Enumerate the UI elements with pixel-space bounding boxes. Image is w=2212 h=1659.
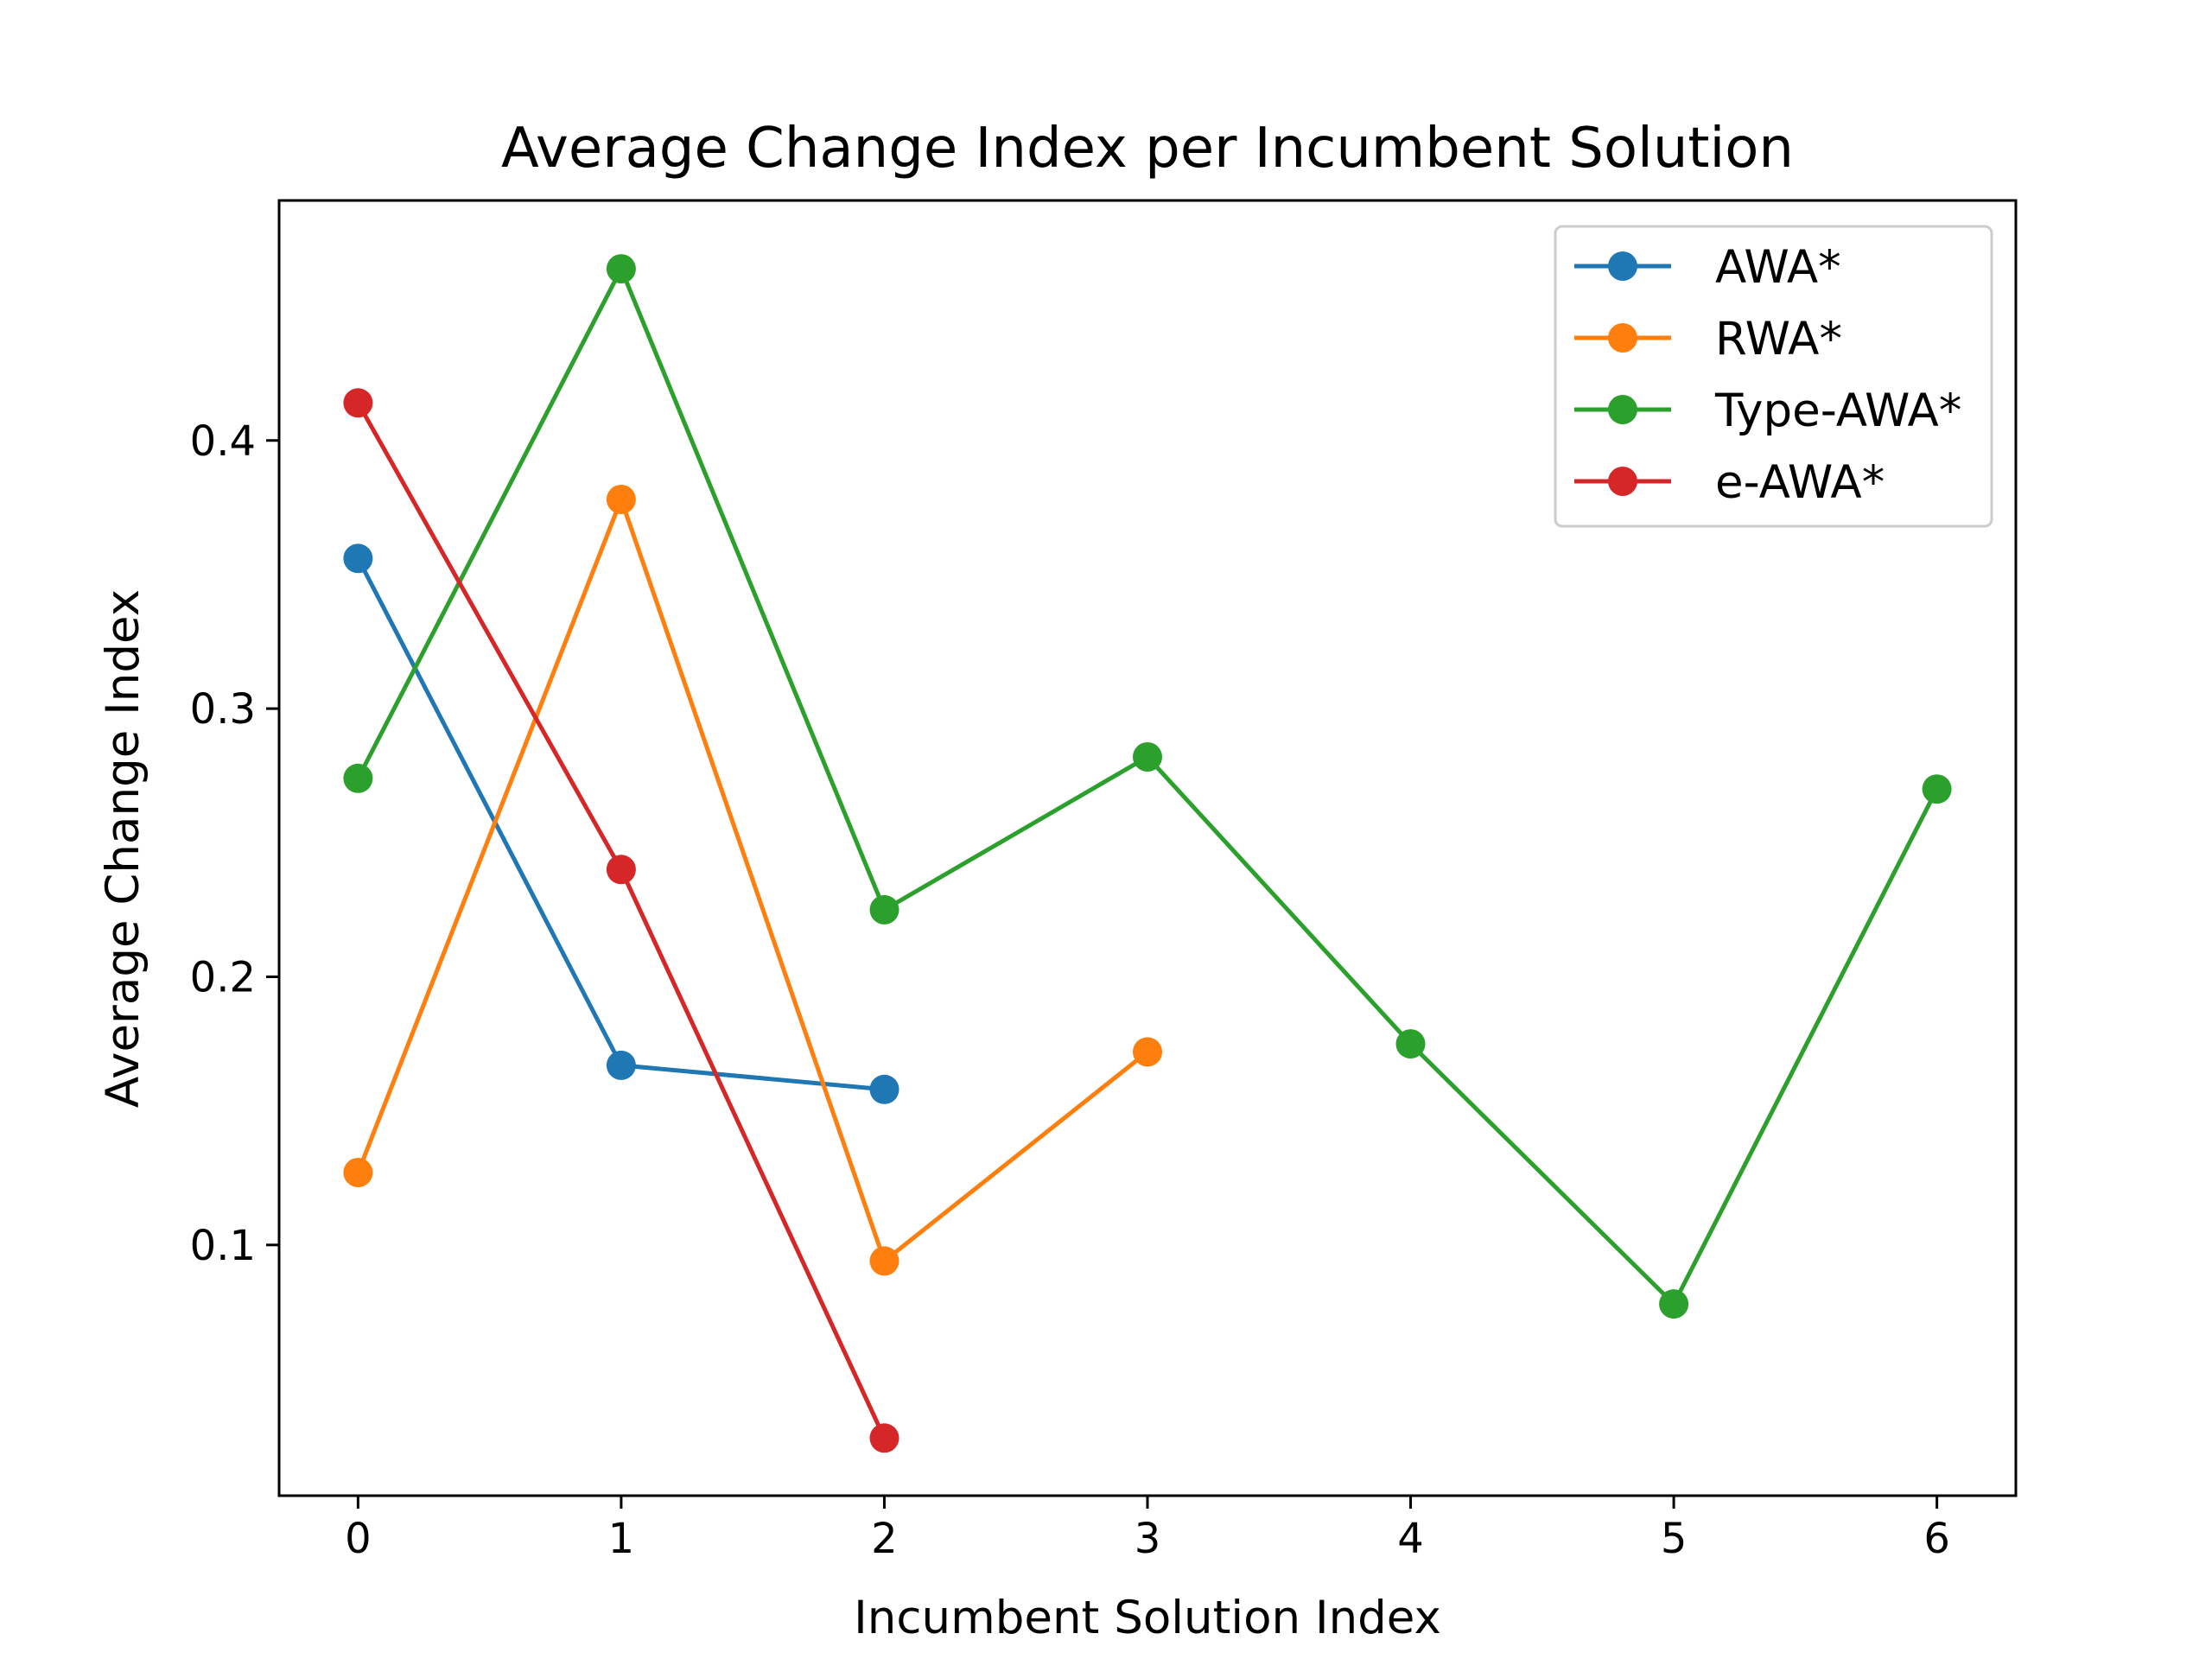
data-point-e-awa xyxy=(343,388,373,418)
data-point-rwa xyxy=(1133,1037,1162,1067)
y-tick-label: 0.1 xyxy=(190,1222,256,1270)
data-point-awa xyxy=(606,1050,636,1080)
y-tick-label: 0.4 xyxy=(190,417,256,466)
legend: AWA* RWA* Type-AWA* e-AWA* xyxy=(1554,225,1993,528)
data-point-type-awa xyxy=(1133,742,1162,772)
x-tick-label: 5 xyxy=(1661,1515,1688,1563)
y-tick-label: 0.3 xyxy=(190,685,256,734)
data-point-type-awa xyxy=(1922,774,1952,804)
legend-label: RWA* xyxy=(1715,313,1842,365)
data-point-type-awa xyxy=(343,763,373,793)
x-axis-ticks: 0 1 2 3 4 5 6 xyxy=(345,1496,1950,1563)
x-tick-label: 1 xyxy=(608,1515,635,1563)
data-point-awa xyxy=(343,543,373,574)
data-point-awa xyxy=(869,1074,899,1104)
data-point-rwa xyxy=(343,1158,373,1187)
legend-marker xyxy=(1608,251,1637,281)
legend-marker xyxy=(1608,395,1637,424)
legend-marker xyxy=(1608,323,1637,353)
legend-marker xyxy=(1608,467,1637,496)
x-axis-label: Incumbent Solution Index xyxy=(854,1592,1441,1644)
data-point-type-awa xyxy=(869,894,899,925)
legend-box xyxy=(1554,225,1993,528)
x-tick-label: 4 xyxy=(1397,1515,1424,1563)
data-point-e-awa xyxy=(606,855,636,885)
series-line-rwa xyxy=(355,497,1151,1263)
x-tick-label: 6 xyxy=(1923,1515,1950,1563)
plot-series xyxy=(343,254,1952,1453)
x-tick-label: 3 xyxy=(1135,1515,1161,1563)
y-axis-label: Average Change Index xyxy=(97,589,149,1108)
data-point-type-awa xyxy=(1659,1289,1689,1319)
legend-label: AWA* xyxy=(1715,241,1841,294)
data-point-e-awa xyxy=(869,1423,899,1453)
legend-label: e-AWA* xyxy=(1715,456,1885,509)
y-axis-ticks: 0.1 0.2 0.3 0.4 xyxy=(190,417,279,1270)
legend-label: Type-AWA* xyxy=(1714,385,1961,437)
x-tick-label: 0 xyxy=(345,1515,372,1563)
data-point-type-awa xyxy=(1395,1029,1426,1059)
data-point-rwa xyxy=(606,485,636,514)
x-tick-label: 2 xyxy=(871,1515,898,1563)
data-point-rwa xyxy=(869,1246,899,1276)
data-point-type-awa xyxy=(606,254,636,284)
chart-title: Average Change Index per Incumbent Solut… xyxy=(501,117,1794,181)
y-tick-label: 0.2 xyxy=(190,953,256,1001)
